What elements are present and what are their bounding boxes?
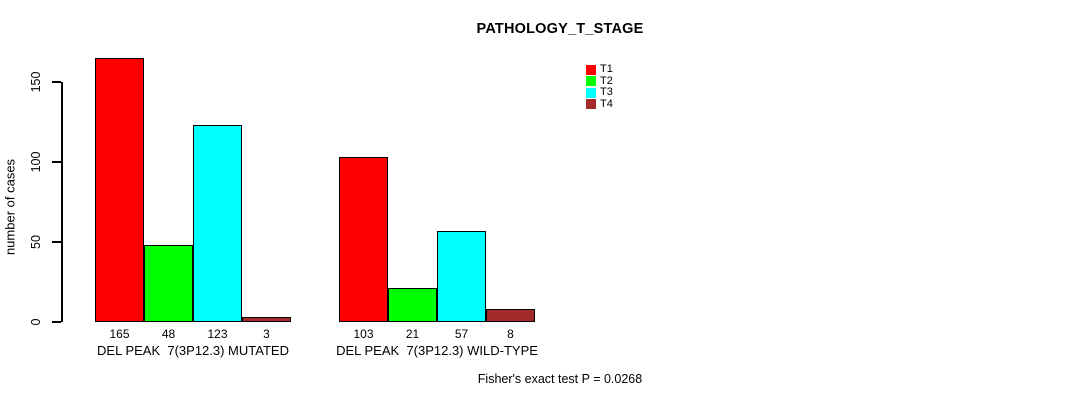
bar-t1-group2 (339, 157, 388, 322)
bar-value-label: 57 (454, 327, 469, 341)
y-tick-label: 0 (29, 318, 43, 326)
y-axis-line (61, 82, 63, 322)
bar-value-label: 48 (161, 327, 176, 341)
bar-value-label: 3 (263, 327, 270, 341)
bar-value-label: 103 (353, 327, 374, 341)
bar-t4-group2 (486, 309, 535, 322)
chart-title: PATHOLOGY_T_STAGE (476, 21, 644, 37)
legend-label-t4: T4 (600, 97, 613, 110)
legend-label-t2: T2 (600, 74, 613, 87)
bar-value-label: 21 (405, 327, 420, 341)
y-tick (52, 321, 61, 323)
bar-t3-group2 (437, 231, 486, 322)
bar-t2-group2 (388, 288, 437, 322)
bar-value-label: 165 (109, 327, 130, 341)
y-tick-label: 150 (29, 71, 43, 93)
legend-label-t3: T3 (600, 86, 613, 99)
y-tick (52, 81, 61, 83)
legend-label-t1: T1 (600, 63, 613, 76)
y-tick-label: 100 (29, 151, 43, 173)
legend-item-t1: T1 (586, 64, 613, 76)
legend-item-t3: T3 (586, 87, 613, 99)
legend-swatch-t1-icon (586, 64, 596, 75)
y-axis-label: number of cases (2, 158, 18, 256)
legend: T1 T2 T3 T4 (586, 64, 613, 110)
bar-t1-group1 (95, 58, 144, 322)
group-label: DEL PEAK 7(3P12.3) MUTATED (97, 343, 289, 358)
y-tick (52, 241, 61, 243)
bar-t4-group1 (242, 317, 291, 322)
bar-t2-group1 (144, 245, 193, 322)
legend-swatch-t3-icon (586, 87, 596, 98)
group-label: DEL PEAK 7(3P12.3) WILD-TYPE (336, 343, 538, 358)
bar-t3-group1 (193, 125, 242, 322)
bar-value-label: 8 (507, 327, 514, 341)
legend-item-t2: T2 (586, 74, 613, 88)
y-tick (52, 161, 61, 163)
y-tick-label: 50 (29, 235, 43, 249)
legend-swatch-t2-icon (586, 76, 596, 87)
statistical-test-annotation: Fisher's exact test P = 0.0268 (477, 372, 643, 386)
legend-swatch-t4-icon (586, 99, 596, 110)
legend-item-t4: T4 (586, 97, 613, 111)
bar-value-label: 123 (207, 327, 228, 341)
